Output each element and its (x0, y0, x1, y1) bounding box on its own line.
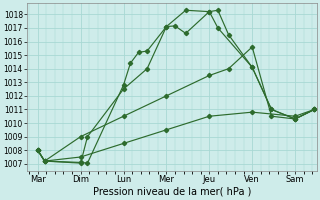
X-axis label: Pression niveau de la mer( hPa ): Pression niveau de la mer( hPa ) (92, 187, 251, 197)
